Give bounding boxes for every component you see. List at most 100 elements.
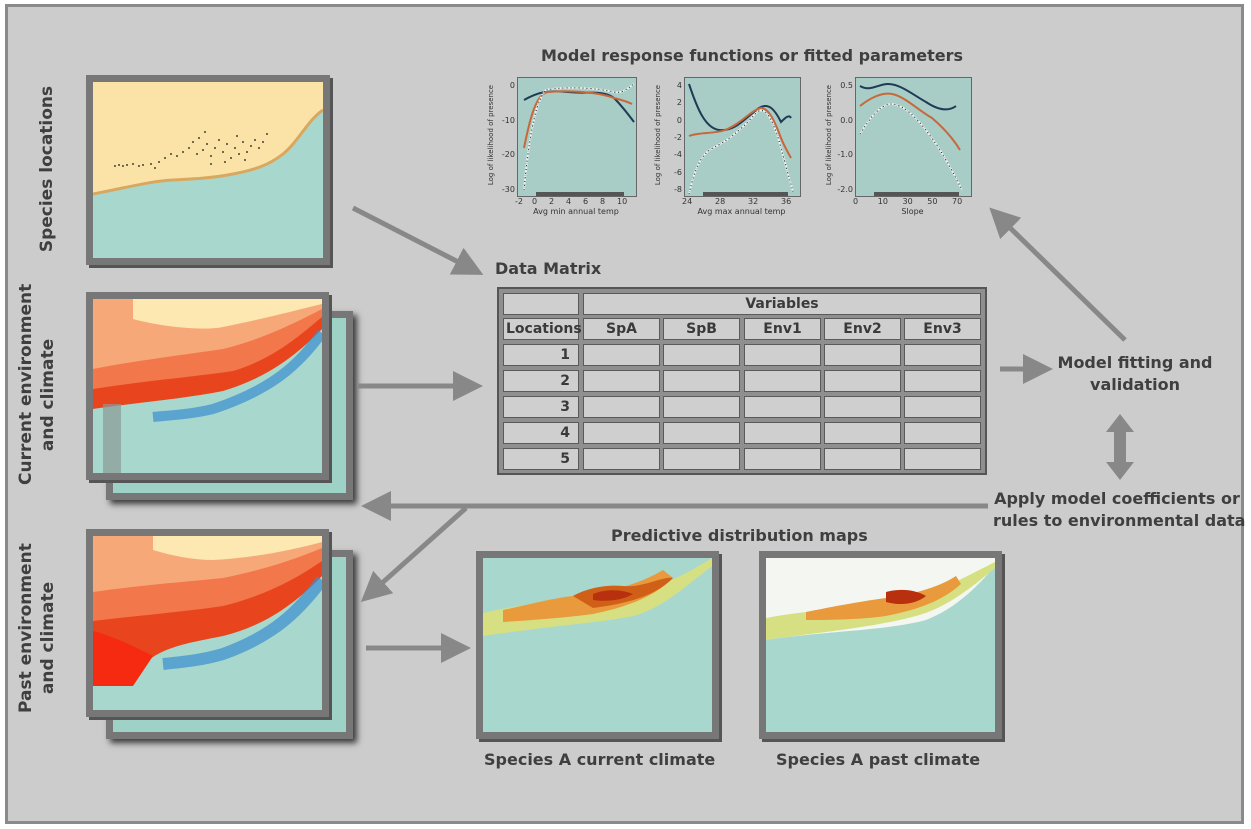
table-cell xyxy=(824,422,901,444)
species-a-current-map xyxy=(476,551,719,739)
column-header-text: SpA xyxy=(606,321,637,337)
table-corner-cell xyxy=(503,293,579,315)
response-curve xyxy=(859,82,957,111)
row-label-cell: 2 xyxy=(503,370,579,392)
column-header-4: Env2 xyxy=(824,318,901,340)
response-plot-1: 0 -10 -20 -30 -2 0 2 4 6 8 10 Avg min annual temp Lo… xyxy=(485,77,643,235)
species-a-current-label: Species A current climate xyxy=(484,750,716,769)
y-tick-label: 2 xyxy=(676,98,682,108)
table-cell xyxy=(824,370,901,392)
predictive-maps-title: Predictive distribution maps xyxy=(611,526,868,545)
plot-curves xyxy=(688,83,794,196)
variables-header-text: Variables xyxy=(745,296,819,312)
column-header-text: Env3 xyxy=(923,321,962,337)
y-axis-label: Log of likelihood of presence xyxy=(654,84,662,186)
rug-marks xyxy=(536,192,624,196)
plot-curves xyxy=(523,83,635,196)
plot-curves xyxy=(859,82,963,196)
x-tick-label: -2 xyxy=(515,197,523,206)
x-tick-label: 36 xyxy=(781,197,792,206)
data-matrix-table: Variables Locations SpA SpB Env1 Env2 Env3 1 2… xyxy=(497,287,987,475)
locations-header-text: Locations xyxy=(506,321,582,337)
response-curve xyxy=(688,106,792,159)
species-a-past-label: Species A past climate xyxy=(776,750,981,769)
table-cell xyxy=(904,370,981,392)
table-cell xyxy=(744,422,821,444)
response-curve xyxy=(859,92,961,151)
species-a-past-map-graphic xyxy=(766,558,995,732)
response-curve xyxy=(859,102,963,191)
x-tick-label: 10 xyxy=(877,197,888,206)
x-tick-label: 2 xyxy=(549,197,555,206)
response-curve xyxy=(859,103,963,191)
column-header-text: SpB xyxy=(686,321,717,337)
column-header-text: Env2 xyxy=(843,321,882,337)
plot-area xyxy=(855,77,972,197)
table-cell xyxy=(904,448,981,470)
table-cell xyxy=(824,344,901,366)
row-label-cell: 1 xyxy=(503,344,579,366)
species-locations-map-graphic xyxy=(93,82,323,258)
table-cell xyxy=(904,422,981,444)
apply-coefficients-label: Apply model coefficients or rules to env… xyxy=(993,489,1246,530)
table-cell xyxy=(904,396,981,418)
row-label-text: 2 xyxy=(560,373,570,389)
table-cell xyxy=(744,448,821,470)
y-tick-label: -20 xyxy=(501,150,515,160)
variables-header: Variables xyxy=(583,293,981,315)
x-tick-label: 70 xyxy=(952,197,963,206)
response-curve xyxy=(688,110,794,195)
x-tick-label: 28 xyxy=(715,197,726,206)
table-cell xyxy=(663,448,740,470)
column-header-2: SpB xyxy=(663,318,740,340)
y-tick-label: 4 xyxy=(676,81,682,90)
y-tick-label: -2 xyxy=(674,133,682,142)
y-tick-label: -2.0 xyxy=(837,185,853,194)
x-axis-label: Avg max annual temp xyxy=(697,207,786,216)
y-tick-label: 0.5 xyxy=(840,81,853,90)
y-tick-label: 0.0 xyxy=(840,115,853,125)
x-tick-label: 8 xyxy=(600,197,606,206)
x-tick-label: 0 xyxy=(853,197,859,206)
y-tick-label: -1.0 xyxy=(837,150,853,160)
current-environment-label: Current environment and climate xyxy=(16,283,58,485)
response-functions-title: Model response functions or fitted param… xyxy=(541,46,964,65)
table-cell xyxy=(744,396,821,418)
row-label-cell: 4 xyxy=(503,422,579,444)
column-header-3: Env1 xyxy=(744,318,821,340)
x-tick-label: 30 xyxy=(902,197,913,206)
table-cell xyxy=(744,370,821,392)
y-axis-label: Log of likelihood of presence xyxy=(487,84,495,186)
row-label-text: 4 xyxy=(560,425,570,441)
x-tick-label: 32 xyxy=(748,197,759,206)
row-label-cell: 5 xyxy=(503,448,579,470)
table-cell xyxy=(904,344,981,366)
table-cell xyxy=(824,396,901,418)
current-environment-map xyxy=(86,292,329,480)
y-axis-label: Log of likelihood of presence xyxy=(825,84,833,186)
x-axis-label: Slope xyxy=(901,207,924,216)
species-a-current-map-graphic xyxy=(483,558,712,732)
table-cell xyxy=(583,422,660,444)
response-curve xyxy=(523,83,635,191)
species-a-past-map xyxy=(759,551,1002,739)
x-tick-label: 24 xyxy=(682,197,693,206)
rug-marks xyxy=(703,192,788,196)
table-cell xyxy=(663,344,740,366)
past-environment-map xyxy=(86,529,329,717)
y-tick-label: -4 xyxy=(674,150,682,160)
table-cell xyxy=(744,344,821,366)
table-cell xyxy=(663,422,740,444)
y-tick-label: -6 xyxy=(674,167,682,177)
data-matrix-title: Data Matrix xyxy=(495,259,602,278)
table-cell xyxy=(663,396,740,418)
x-axis-label: Avg min annual temp xyxy=(533,207,619,216)
species-locations-map xyxy=(86,75,330,265)
row-label-text: 3 xyxy=(560,399,570,415)
row-label-cell: 3 xyxy=(503,396,579,418)
table-cell xyxy=(824,448,901,470)
column-header-5: Env3 xyxy=(904,318,981,340)
y-tick-label: -30 xyxy=(501,185,515,194)
response-plot-3: 0.5 0.0 -1.0 -2.0 0 10 30 50 70 Slope Log of likel… xyxy=(823,77,978,235)
y-tick-label: 0 xyxy=(676,115,682,125)
